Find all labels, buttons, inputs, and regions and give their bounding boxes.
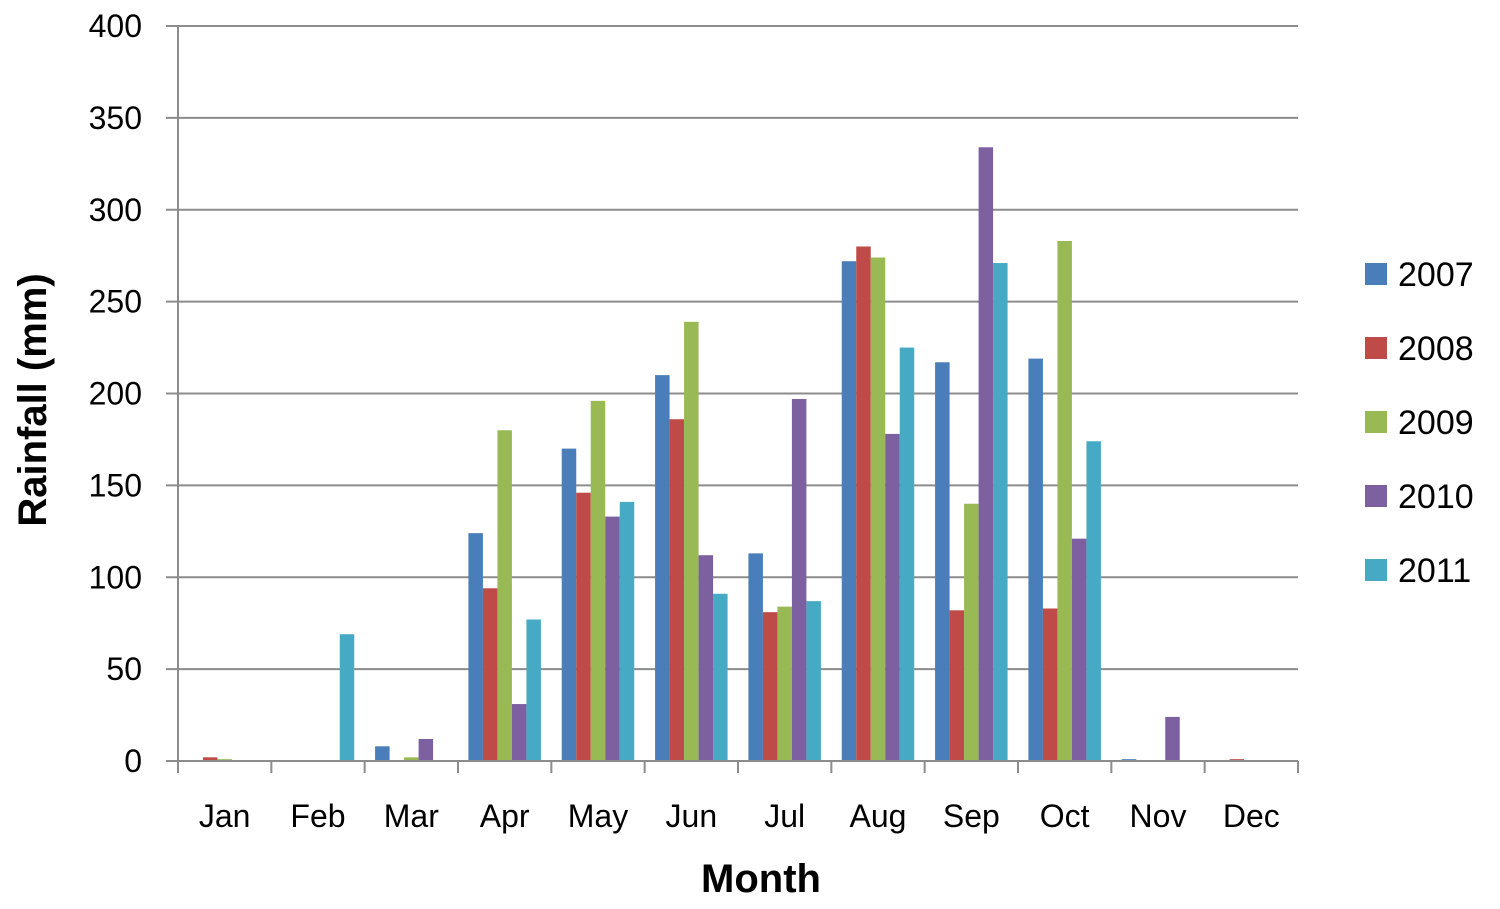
x-tick-label: Mar — [384, 798, 439, 834]
bar — [698, 555, 714, 761]
bar — [339, 634, 355, 761]
bar — [418, 738, 434, 761]
bar — [856, 246, 871, 761]
bar — [1086, 441, 1101, 761]
gridlines — [178, 25, 1298, 671]
bar — [684, 321, 699, 761]
bar — [870, 257, 886, 761]
legend-swatch — [1365, 559, 1387, 581]
y-tick-label: 250 — [89, 284, 142, 320]
bar — [576, 492, 591, 761]
x-tick-label: Jun — [666, 798, 718, 834]
bar — [1071, 538, 1087, 761]
bar — [482, 588, 498, 761]
bar — [806, 601, 821, 761]
bar — [1057, 240, 1072, 762]
x-tick-label: Dec — [1223, 798, 1280, 834]
bar — [791, 399, 807, 761]
legend-label: 2007 — [1398, 256, 1474, 294]
y-tick-label: 400 — [89, 8, 142, 44]
bar — [777, 606, 792, 761]
bar — [669, 419, 685, 761]
bar — [404, 757, 419, 761]
bar — [949, 610, 965, 761]
y-tick-label: 300 — [89, 192, 142, 228]
bar — [899, 347, 915, 761]
bar — [964, 503, 979, 761]
legend: 2007 2008 2009 2010 2011 — [1365, 256, 1474, 590]
y-axis-title: Rainfall (mm) — [11, 273, 55, 526]
bar — [202, 757, 218, 761]
bar — [762, 612, 778, 761]
bar — [655, 375, 670, 761]
x-axis-title: Month — [701, 857, 821, 901]
legend-swatch — [1365, 337, 1387, 359]
bar — [511, 704, 527, 761]
x-tick-label: Nov — [1130, 798, 1187, 834]
bar — [713, 593, 728, 761]
y-tick-label: 0 — [124, 743, 142, 779]
bar — [375, 746, 390, 761]
legend-label: 2009 — [1398, 404, 1474, 442]
x-tick-label: Feb — [290, 798, 345, 834]
legend-label: 2008 — [1398, 330, 1474, 368]
axes — [166, 25, 1299, 773]
bars — [202, 147, 1245, 762]
bar — [468, 533, 483, 761]
y-tick-label: 50 — [106, 651, 142, 687]
x-tick-label: May — [568, 798, 628, 834]
bar — [885, 433, 900, 761]
bar — [748, 553, 763, 761]
legend-swatch — [1365, 485, 1387, 507]
legend-swatch — [1365, 263, 1387, 285]
bar — [619, 501, 635, 761]
x-tick-label: Jan — [199, 798, 251, 834]
bar — [978, 147, 994, 761]
x-tick-label: Oct — [1040, 798, 1090, 834]
legend-swatch — [1365, 411, 1387, 433]
x-tick-label: Aug — [850, 798, 907, 834]
bar — [526, 619, 541, 761]
bar — [935, 362, 950, 761]
bar — [561, 448, 577, 761]
bar — [497, 430, 512, 761]
legend-label: 2011 — [1398, 552, 1471, 590]
x-tick-label: Jul — [764, 798, 805, 834]
bar — [1165, 716, 1180, 761]
bar — [993, 263, 1008, 761]
y-tick-label: 150 — [89, 467, 142, 503]
bar — [841, 261, 857, 761]
bar — [1028, 358, 1043, 761]
tick-labels: 0 50 100 150 200 250 300 350 400 Jan Feb Mar Apr May J… — [89, 8, 1280, 834]
bar — [590, 400, 606, 761]
bar — [1042, 608, 1058, 761]
y-tick-label: 350 — [89, 100, 142, 136]
y-tick-label: 200 — [89, 376, 142, 412]
x-tick-label: Sep — [943, 798, 1000, 834]
x-tick-label: Apr — [480, 798, 530, 834]
bar — [605, 516, 620, 761]
legend-label: 2010 — [1398, 478, 1474, 516]
y-tick-label: 100 — [89, 559, 142, 595]
